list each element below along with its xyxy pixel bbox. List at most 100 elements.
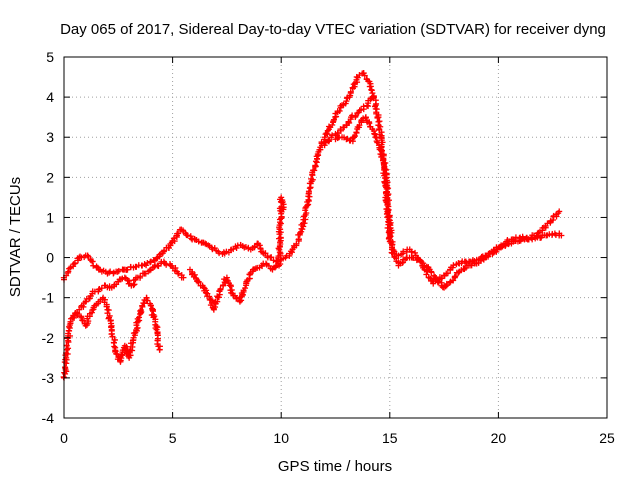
chart-title: Day 065 of 2017, Sidereal Day-to-day VTE… (60, 21, 606, 38)
data-point-mid-scatter (200, 284, 207, 291)
data-point-main (330, 116, 337, 123)
data-point-early-low (111, 343, 118, 350)
data-point-main (450, 262, 457, 269)
data-point-lower-track (443, 282, 450, 289)
data-point-mid-scatter (223, 277, 230, 284)
y-tick-label: 5 (46, 49, 54, 65)
data-point-main (321, 134, 328, 141)
y-tick-label: -2 (42, 330, 55, 346)
data-point-main (175, 230, 182, 237)
data-point-main (299, 226, 306, 233)
data-point-mid-scatter (214, 298, 221, 305)
y-tick-label: -3 (42, 370, 55, 386)
data-point-upper-track (368, 95, 375, 102)
data-point-main (374, 114, 381, 121)
data-point-main (347, 88, 354, 95)
data-point-main (71, 260, 78, 267)
data-point-mid-scatter (277, 250, 284, 257)
data-point-main (153, 255, 160, 262)
data-point-mid-scatter (246, 271, 253, 278)
data-point-main (412, 249, 419, 256)
data-point-lower-track (520, 235, 527, 242)
gridlines (64, 57, 607, 418)
data-point-lower-track (377, 151, 384, 158)
data-point-lower-track (533, 233, 540, 240)
data-point-early-low (127, 352, 134, 359)
data-points (60, 70, 565, 381)
data-point-early-mid (180, 274, 187, 281)
data-point-lower-track (384, 200, 391, 207)
data-point-main (170, 235, 177, 242)
data-point-main (171, 238, 178, 245)
data-point-mid-scatter (280, 206, 287, 213)
x-tick-label: 0 (60, 430, 68, 446)
data-point-lower-track (452, 273, 459, 280)
data-point-early-low (103, 303, 110, 310)
data-point-early-low (151, 313, 158, 320)
data-point-early-mid (163, 261, 170, 268)
data-point-early-low (129, 343, 136, 350)
data-point-early-low (136, 314, 143, 321)
data-point-lower-track (410, 254, 417, 261)
x-tick-label: 5 (169, 430, 177, 446)
x-tick-label: 10 (273, 430, 289, 446)
data-point-lower-track (352, 133, 359, 140)
data-point-lower-track (382, 160, 389, 167)
x-axis-label: GPS time / hours (278, 458, 392, 475)
data-point-early-low (156, 346, 163, 353)
data-point-lower-track (388, 249, 395, 256)
data-point-main (556, 208, 563, 215)
data-point-mid-scatter (278, 194, 285, 201)
y-tick-label: -1 (42, 290, 55, 306)
data-point-main (115, 267, 122, 274)
data-point-early-low (138, 307, 145, 314)
data-point-main (376, 118, 383, 125)
data-point-main (333, 113, 340, 120)
y-tick-label: 4 (46, 89, 54, 105)
x-tick-label: 20 (491, 430, 507, 446)
data-point-main (366, 83, 373, 90)
y-tick-label: 2 (46, 169, 54, 185)
data-point-main (202, 240, 209, 247)
data-point-mid-scatter (238, 297, 245, 304)
data-point-early-low (137, 308, 144, 315)
x-tick-label: 15 (382, 430, 398, 446)
data-point-main (268, 254, 275, 261)
data-point-early-mid (71, 313, 78, 320)
data-point-lower-track (350, 134, 357, 141)
y-tick-label: 3 (46, 129, 54, 145)
data-point-main (303, 210, 310, 217)
data-point-main (408, 249, 415, 256)
data-point-early-mid (137, 273, 144, 280)
y-axis-label: SDTVAR / TECUs (7, 177, 24, 297)
data-point-lower-track (372, 134, 379, 141)
data-point-main (124, 266, 131, 273)
data-point-early-low (79, 317, 86, 324)
data-point-main (90, 262, 97, 269)
data-point-main (107, 268, 114, 275)
data-point-main (114, 268, 121, 275)
data-point-early-low (107, 323, 114, 330)
data-point-mid-scatter (277, 234, 284, 241)
data-point-main (308, 175, 315, 182)
data-point-main (65, 268, 72, 275)
data-point-early-mid (98, 285, 105, 292)
data-point-early-low (109, 333, 116, 340)
data-point-main (336, 107, 343, 114)
data-point-mid-scatter (195, 279, 202, 286)
data-point-early-mid (82, 298, 89, 305)
data-point-main (350, 81, 357, 88)
data-point-early-low (147, 302, 154, 309)
data-point-upper-track (369, 94, 376, 101)
plot-frame (63, 56, 608, 419)
data-point-lower-track (353, 129, 360, 136)
data-point-lower-track (371, 130, 378, 137)
data-point-mid-scatter (207, 296, 214, 303)
data-point-main (301, 220, 308, 227)
data-point-early-mid (175, 270, 182, 277)
data-point-main (144, 259, 151, 266)
data-point-main (544, 220, 551, 227)
data-point-main (156, 251, 163, 258)
data-point-lower-track (485, 253, 492, 260)
